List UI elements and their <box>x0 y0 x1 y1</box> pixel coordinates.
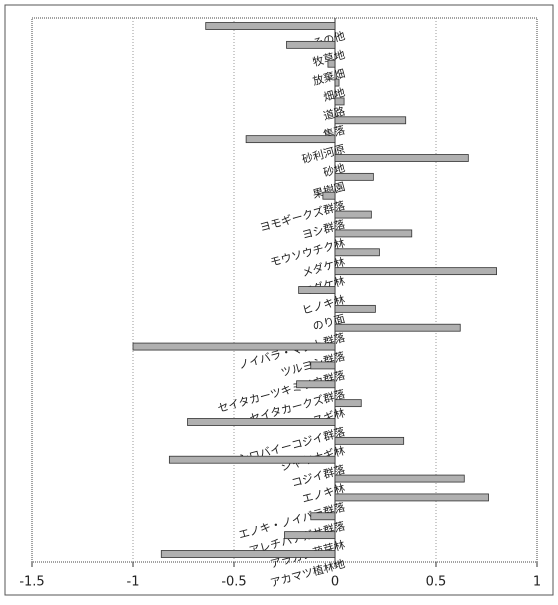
bar <box>187 418 336 426</box>
bar <box>310 512 336 521</box>
x-tick-label: -1 <box>127 575 140 590</box>
bar <box>334 229 413 238</box>
bar <box>334 248 380 257</box>
bar <box>334 436 405 445</box>
bar <box>334 267 498 276</box>
bar <box>327 59 336 68</box>
x-tick-label: -0.5 <box>221 575 246 590</box>
bar <box>334 493 489 502</box>
bar <box>132 342 336 351</box>
bar <box>296 380 336 389</box>
bar <box>334 154 469 162</box>
bar <box>168 455 336 464</box>
bar <box>245 135 336 144</box>
bar <box>310 361 336 370</box>
frame <box>4 4 554 596</box>
bar <box>205 22 336 30</box>
bar <box>160 550 336 558</box>
x-tick-label: 0 <box>331 575 339 590</box>
bar <box>334 116 407 125</box>
x-tick-label: 0.5 <box>426 575 447 590</box>
bar <box>286 40 336 49</box>
bar <box>298 286 336 294</box>
bar <box>334 474 465 483</box>
plot-area <box>31 17 538 563</box>
bar <box>334 78 340 87</box>
bar <box>334 97 345 106</box>
bar <box>334 172 374 181</box>
category-label: 放棄畑 <box>311 66 346 88</box>
x-tick-label: 1 <box>533 575 541 590</box>
bar <box>284 531 336 540</box>
bar <box>322 191 336 200</box>
bar <box>334 210 372 219</box>
bar <box>334 323 461 332</box>
x-tick-label: -1.5 <box>19 575 44 590</box>
bar <box>334 304 376 313</box>
bar <box>334 399 362 408</box>
